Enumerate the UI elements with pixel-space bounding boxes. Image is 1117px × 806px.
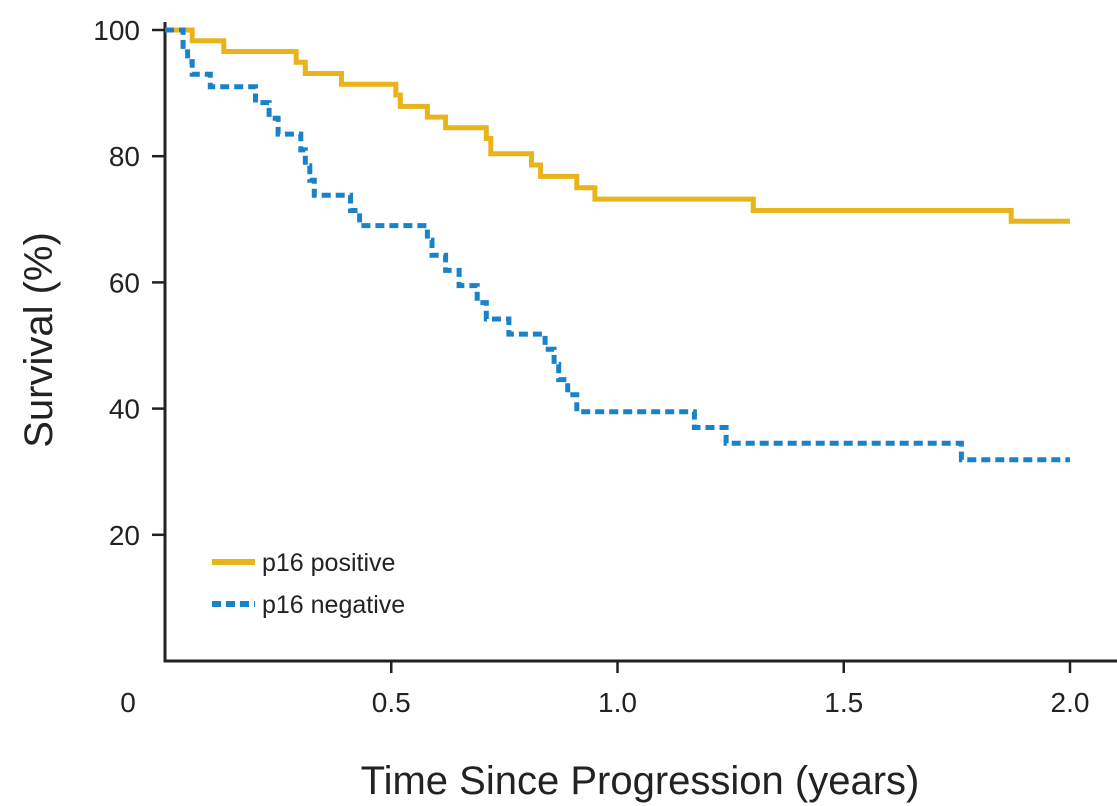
y-tick-label: 80: [109, 141, 140, 172]
x-tick-label: 1.0: [598, 687, 637, 718]
x-ticks: 0 0.5 1.0 1.5 2.0: [120, 661, 1089, 718]
y-axis-title: Survival (%): [17, 232, 61, 448]
x-axis-title: Time Since Progression (years): [361, 759, 920, 803]
x-tick-label: 0.5: [372, 687, 411, 718]
y-tick-label: 100: [93, 15, 140, 46]
legend-label-p16-negative: p16 negative: [262, 591, 405, 619]
x-tick-label: 0: [120, 687, 136, 718]
series-line-p16-negative: [165, 27, 1070, 463]
y-tick-label: 60: [109, 267, 140, 298]
x-tick-label: 2.0: [1051, 687, 1090, 718]
series-layer: [165, 27, 1070, 463]
x-tick-label: 1.5: [824, 687, 863, 718]
legend: p16 positive p16 negative: [212, 549, 405, 619]
y-tick-label: 40: [109, 394, 140, 425]
series-line-p16-positive: [165, 27, 1070, 224]
axes: [163, 22, 1117, 663]
y-tick-label: 20: [109, 520, 140, 551]
y-ticks: 20 40 60 80 100: [93, 15, 165, 551]
legend-label-p16-positive: p16 positive: [262, 549, 395, 577]
